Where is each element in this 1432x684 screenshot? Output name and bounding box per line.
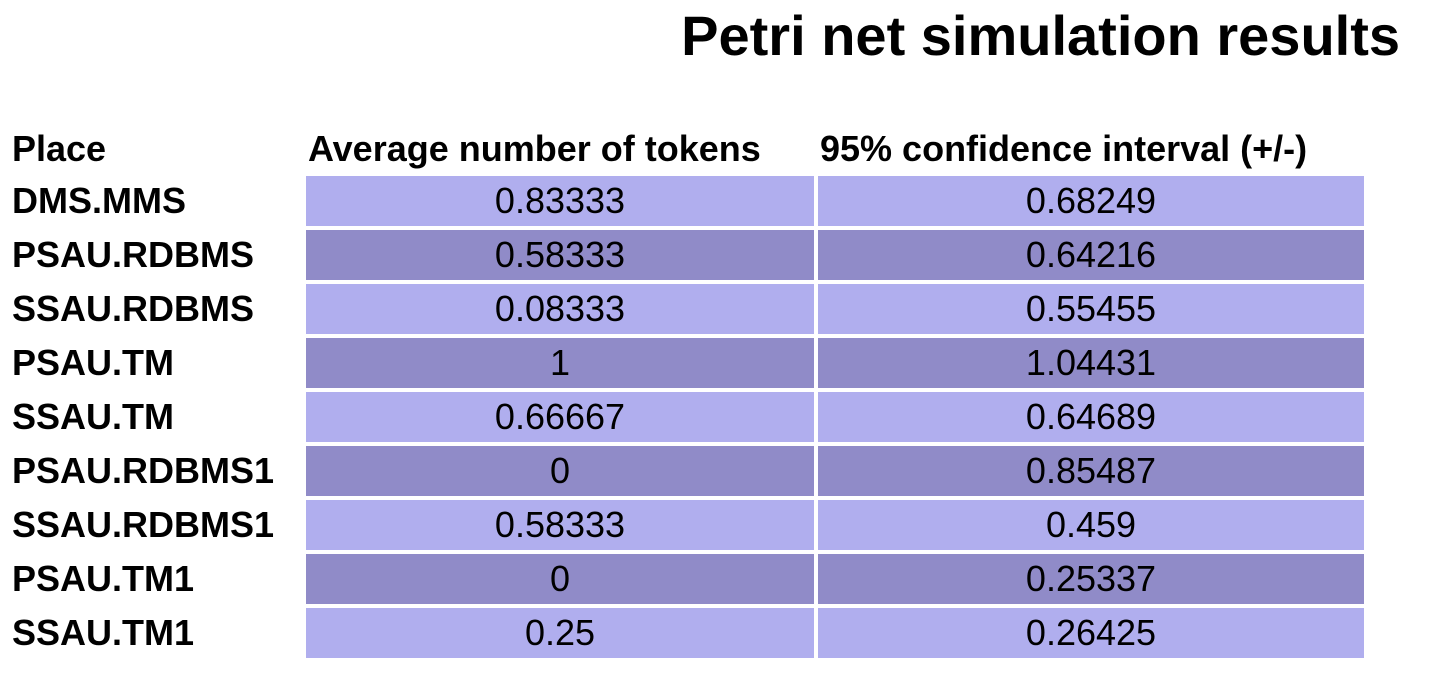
results-table: Place Average number of tokens 95% confi… (6, 122, 1368, 662)
table-row: PSAU.RDBMS1 0 0.85487 (10, 446, 1364, 496)
place-cell: SSAU.TM (12, 396, 174, 437)
page-title: Petri net simulation results (681, 4, 1400, 67)
average-tokens-cell: 0.66667 (306, 392, 814, 442)
place-cell: PSAU.TM (12, 342, 174, 383)
table-row: SSAU.RDBMS1 0.58333 0.459 (10, 500, 1364, 550)
average-tokens-cell: 1 (306, 338, 814, 388)
place-cell: PSAU.TM1 (12, 558, 195, 599)
confidence-interval-cell: 0.64216 (818, 230, 1364, 280)
average-tokens-cell: 0.25 (306, 608, 814, 658)
table-row: PSAU.TM1 0 0.25337 (10, 554, 1364, 604)
place-cell: SSAU.RDBMS (12, 288, 255, 329)
confidence-interval-cell: 0.26425 (818, 608, 1364, 658)
header-place: Place (12, 128, 107, 169)
table-header-row: Place Average number of tokens 95% confi… (10, 126, 1364, 172)
table-row: SSAU.RDBMS 0.08333 0.55455 (10, 284, 1364, 334)
header-average-tokens: Average number of tokens (308, 128, 761, 169)
place-cell: PSAU.RDBMS (12, 234, 255, 275)
confidence-interval-cell: 0.85487 (818, 446, 1364, 496)
table-row: SSAU.TM 0.66667 0.64689 (10, 392, 1364, 442)
average-tokens-cell: 0 (306, 554, 814, 604)
average-tokens-cell: 0.08333 (306, 284, 814, 334)
table-row: PSAU.RDBMS 0.58333 0.64216 (10, 230, 1364, 280)
confidence-interval-cell: 0.25337 (818, 554, 1364, 604)
confidence-interval-cell: 0.68249 (818, 176, 1364, 226)
confidence-interval-cell: 0.64689 (818, 392, 1364, 442)
confidence-interval-cell: 0.55455 (818, 284, 1364, 334)
confidence-interval-cell: 1.04431 (818, 338, 1364, 388)
place-cell: PSAU.RDBMS1 (12, 450, 275, 491)
average-tokens-cell: 0 (306, 446, 814, 496)
place-cell: SSAU.RDBMS1 (12, 504, 275, 545)
confidence-interval-cell: 0.459 (818, 500, 1364, 550)
header-confidence-interval: 95% confidence interval (+/-) (820, 128, 1308, 169)
table-row: SSAU.TM1 0.25 0.26425 (10, 608, 1364, 658)
average-tokens-cell: 0.58333 (306, 230, 814, 280)
table-row: DMS.MMS 0.83333 0.68249 (10, 176, 1364, 226)
place-cell: DMS.MMS (12, 180, 186, 221)
average-tokens-cell: 0.83333 (306, 176, 814, 226)
table-row: PSAU.TM 1 1.04431 (10, 338, 1364, 388)
place-cell: SSAU.TM1 (12, 612, 195, 653)
average-tokens-cell: 0.58333 (306, 500, 814, 550)
